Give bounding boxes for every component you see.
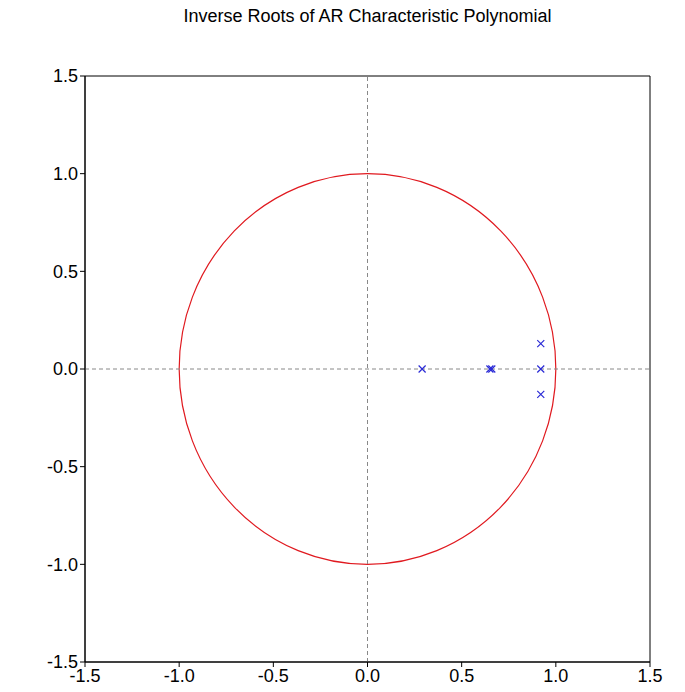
svg-text:-1.0: -1.0 bbox=[164, 666, 195, 686]
svg-text:1.5: 1.5 bbox=[53, 66, 78, 86]
svg-text:-1.0: -1.0 bbox=[47, 555, 78, 575]
html-text:Inverse Roots of AR Characteri: Inverse Roots of AR Characteristic Polyn… bbox=[183, 6, 552, 26]
svg-text:-0.5: -0.5 bbox=[47, 457, 78, 477]
svg-text:0.0: 0.0 bbox=[53, 359, 78, 379]
svg-text:1.5: 1.5 bbox=[637, 666, 662, 686]
svg-text:0.5: 0.5 bbox=[53, 262, 78, 282]
svg-text:1.0: 1.0 bbox=[543, 666, 568, 686]
svg-text:0.5: 0.5 bbox=[449, 666, 474, 686]
svg-text:1.0: 1.0 bbox=[53, 164, 78, 184]
svg-text:-1.5: -1.5 bbox=[47, 652, 78, 672]
svg-text:-0.5: -0.5 bbox=[258, 666, 289, 686]
svg-text:0.0: 0.0 bbox=[355, 666, 380, 686]
svg-text:-1.5: -1.5 bbox=[69, 665, 101, 686]
